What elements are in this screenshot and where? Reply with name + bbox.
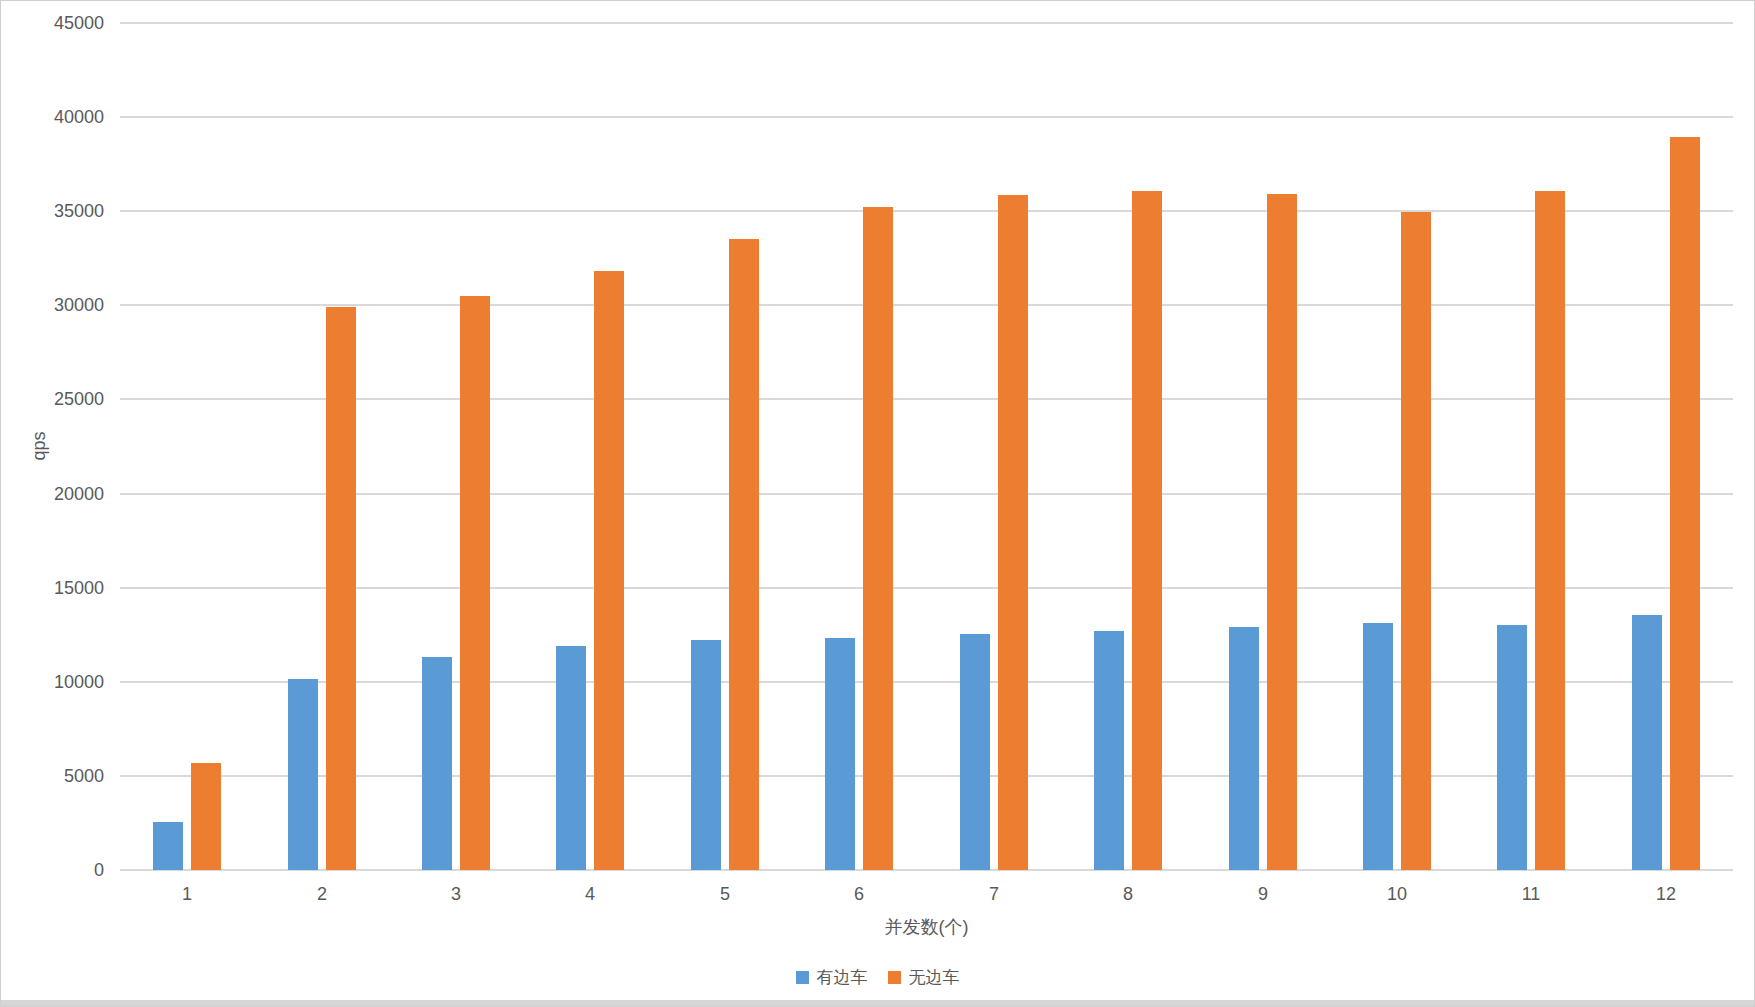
y-tick-label: 25000 [16,389,104,410]
bar-series-1-cat-10 [1401,212,1431,870]
gridline [120,587,1733,589]
gridline [120,775,1733,777]
x-tick-label: 4 [550,884,630,905]
x-tick-label: 1 [147,884,227,905]
legend-item-1: 无边车 [888,966,960,989]
bar-series-1-cat-6 [863,207,893,870]
legend-swatch-icon [888,971,901,984]
y-tick-label: 45000 [16,13,104,34]
y-tick-label: 30000 [16,295,104,316]
bar-series-1-cat-3 [460,296,490,870]
legend-label: 无边车 [909,966,960,989]
chart-window: 0 5000 10000 15000 20000 25000 30000 35000 40000… [0,0,1755,1007]
bar-series-0-cat-8 [1094,631,1124,870]
y-tick-label: 0 [16,860,104,881]
y-tick-label: 5000 [16,766,104,787]
x-tick-label: 2 [282,884,362,905]
x-tick-label: 9 [1223,884,1303,905]
bar-series-0-cat-4 [556,646,586,870]
y-tick-label: 35000 [16,201,104,222]
bar-series-1-cat-5 [729,239,759,870]
gridline [120,869,1733,871]
x-tick-label: 8 [1088,884,1168,905]
x-axis-title: 并发数(个) [120,915,1733,939]
x-tick-label: 6 [819,884,899,905]
gridline [120,681,1733,683]
bar-series-0-cat-11 [1497,625,1527,870]
x-tick-label: 11 [1491,884,1571,905]
y-axis-title: qps [29,431,50,460]
legend-swatch-icon [796,971,809,984]
gridline [120,116,1733,118]
bar-series-0-cat-3 [422,657,452,870]
bar-series-1-cat-8 [1132,191,1162,870]
bar-series-1-cat-1 [191,763,221,870]
bar-series-0-cat-7 [960,634,990,870]
y-tick-label: 10000 [16,672,104,693]
bar-series-1-cat-12 [1670,137,1700,870]
gridline [120,304,1733,306]
legend: 有边车 无边车 [1,966,1754,989]
x-tick-label: 3 [416,884,496,905]
y-tick-label: 40000 [16,107,104,128]
x-tick-label: 7 [954,884,1034,905]
y-tick-label: 15000 [16,578,104,599]
bar-series-0-cat-10 [1363,623,1393,870]
bar-series-1-cat-4 [594,271,624,870]
bar-series-0-cat-2 [288,679,318,870]
x-tick-label: 12 [1626,884,1706,905]
plot-area: 0500010000150002000025000300003500040000… [120,23,1733,870]
bar-series-1-cat-7 [998,195,1028,870]
y-tick-label: 20000 [16,484,104,505]
bar-series-0-cat-5 [691,640,721,870]
bar-series-0-cat-12 [1632,615,1662,870]
x-tick-label: 10 [1357,884,1437,905]
gridline [120,493,1733,495]
gridline [120,398,1733,400]
window-bottom-edge [1,1000,1754,1006]
gridline [120,210,1733,212]
bar-series-0-cat-9 [1229,627,1259,870]
bar-series-1-cat-9 [1267,194,1297,870]
bar-series-1-cat-2 [326,307,356,870]
legend-label: 有边车 [817,966,868,989]
gridline [120,22,1733,24]
bar-series-1-cat-11 [1535,191,1565,870]
legend-item-0: 有边车 [796,966,868,989]
bar-series-0-cat-1 [153,822,183,870]
x-tick-label: 5 [685,884,765,905]
bar-series-0-cat-6 [825,638,855,870]
